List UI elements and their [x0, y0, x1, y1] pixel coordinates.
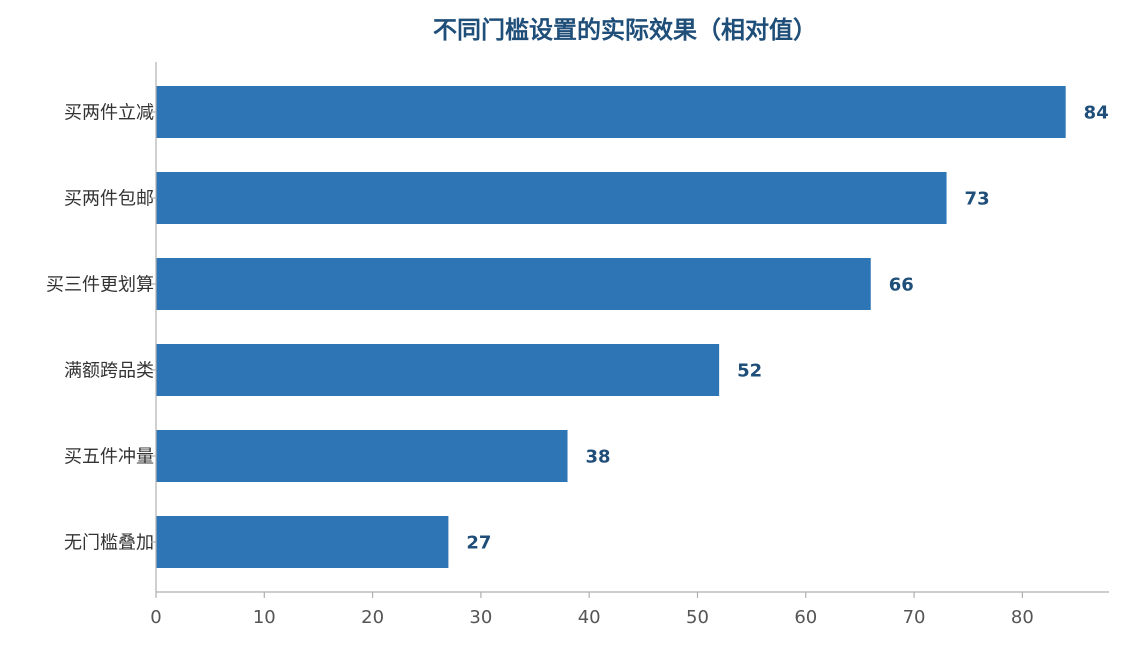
bar-4 [156, 344, 720, 396]
category-label-4: 满额跨品类 [64, 361, 154, 382]
x-tick-label-80: 80 [1011, 607, 1034, 628]
value-label-3: 66 [889, 275, 914, 296]
x-tick-label-60: 60 [794, 607, 817, 628]
x-tick-label-30: 30 [469, 607, 492, 628]
value-label-5: 38 [586, 447, 611, 468]
bars-layer: 84 73 66 52 38 27 [156, 86, 1109, 568]
value-label-6: 27 [466, 533, 491, 554]
category-label-6: 无门槛叠加 [64, 533, 154, 554]
bar-6 [156, 516, 449, 568]
bar-2 [156, 172, 947, 224]
x-tick-label-70: 70 [903, 607, 926, 628]
x-tick-label-10: 10 [253, 607, 276, 628]
x-tick-label-50: 50 [686, 607, 709, 628]
x-tick-label-20: 20 [361, 607, 384, 628]
bar-1 [156, 86, 1066, 138]
category-label-3: 买三件更划算 [46, 275, 154, 296]
value-label-4: 52 [737, 361, 762, 382]
bar-5 [156, 430, 568, 482]
bar-3 [156, 258, 871, 310]
category-label-5: 买五件冲量 [64, 447, 154, 468]
x-tick-label-40: 40 [578, 607, 601, 628]
x-tick-label-0: 0 [150, 607, 161, 628]
value-label-2: 73 [965, 189, 990, 210]
category-label-2: 买两件包邮 [64, 189, 154, 210]
value-label-1: 84 [1084, 103, 1109, 124]
chart-title: 不同门槛设置的实际效果（相对值） [433, 16, 817, 44]
category-label-1: 买两件立减 [64, 103, 154, 124]
